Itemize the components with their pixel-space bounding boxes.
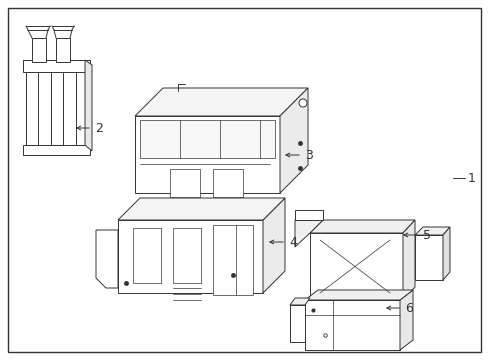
Text: 5: 5: [422, 229, 430, 242]
Polygon shape: [402, 220, 414, 300]
Bar: [23, 145, 90, 155]
Polygon shape: [135, 116, 280, 193]
Bar: [32, 38, 46, 62]
Text: 1: 1: [467, 171, 475, 185]
Polygon shape: [289, 305, 305, 342]
Polygon shape: [96, 230, 118, 288]
Polygon shape: [442, 227, 449, 280]
Polygon shape: [118, 220, 263, 293]
Bar: [173, 228, 201, 283]
Polygon shape: [414, 235, 442, 280]
Polygon shape: [280, 88, 307, 193]
Polygon shape: [414, 227, 449, 235]
Circle shape: [298, 99, 306, 107]
Bar: [56, 38, 70, 62]
Text: 6: 6: [404, 302, 412, 315]
Polygon shape: [263, 198, 285, 293]
Text: 3: 3: [305, 149, 312, 162]
Text: 2: 2: [95, 122, 102, 135]
Text: 4: 4: [288, 235, 296, 248]
Polygon shape: [135, 88, 307, 116]
Polygon shape: [294, 210, 323, 220]
Bar: [23, 60, 90, 72]
Polygon shape: [305, 300, 399, 350]
Polygon shape: [305, 290, 412, 300]
Bar: [213, 169, 243, 197]
Bar: [26, 70, 88, 148]
Bar: [170, 169, 200, 197]
Polygon shape: [309, 220, 414, 233]
Polygon shape: [85, 60, 92, 151]
Polygon shape: [399, 290, 412, 350]
Bar: [213, 225, 252, 295]
Polygon shape: [118, 198, 285, 220]
Polygon shape: [309, 233, 402, 300]
Bar: [133, 228, 161, 283]
Bar: [140, 120, 274, 158]
Polygon shape: [294, 220, 323, 247]
Polygon shape: [289, 298, 309, 305]
